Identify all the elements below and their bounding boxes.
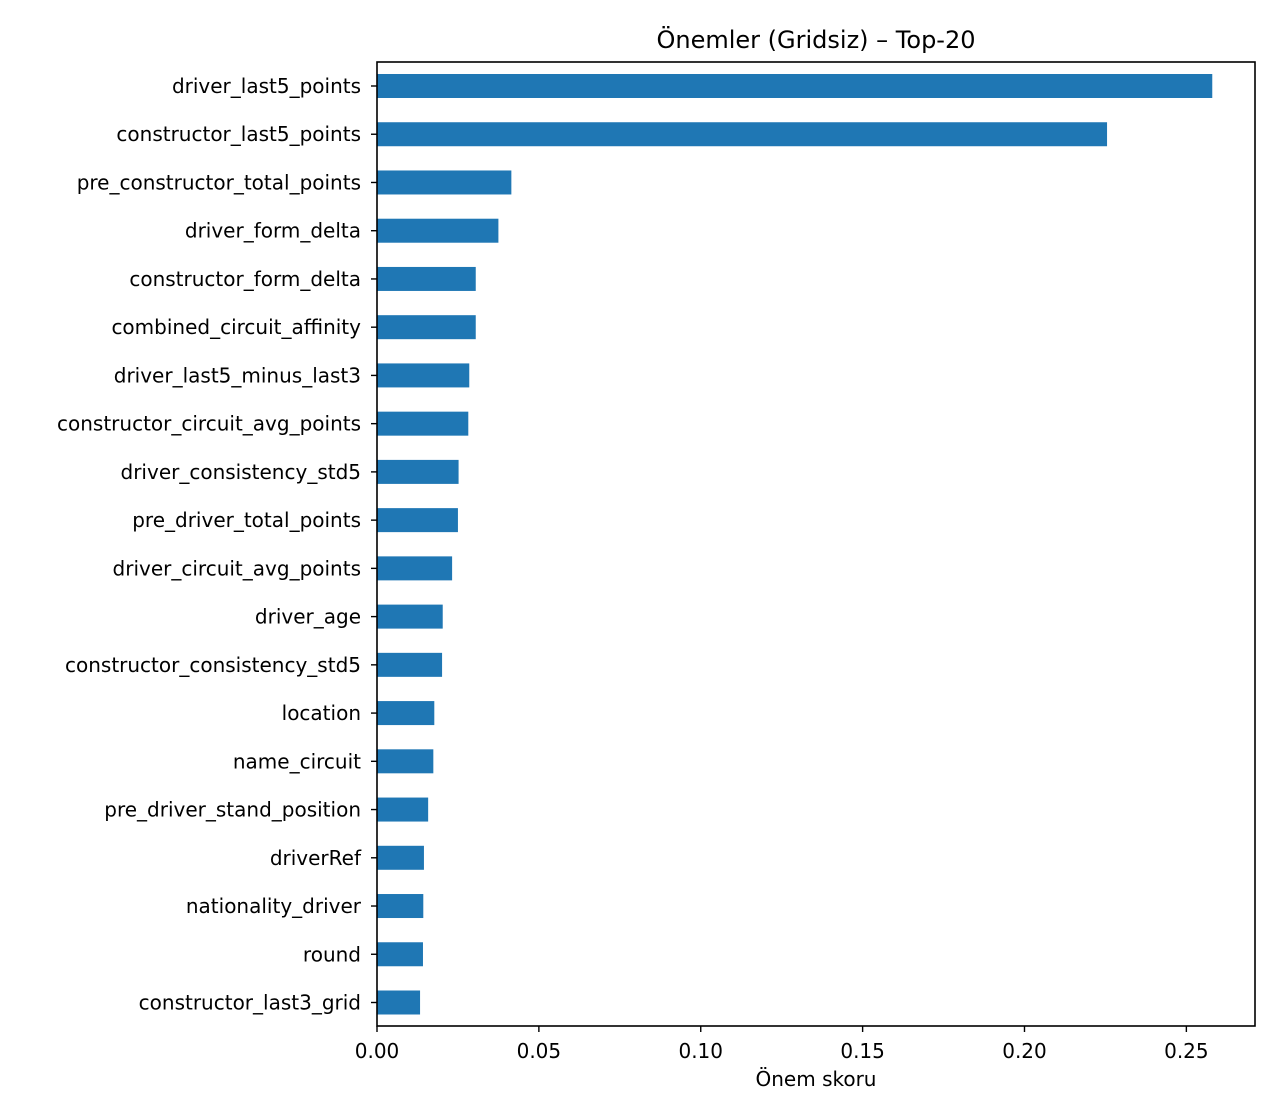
bar-driver_last5_minus_last3 — [377, 363, 470, 388]
category-label: driver_consistency_std5 — [121, 460, 361, 484]
bar-driver_last5_points — [377, 74, 1213, 98]
category-label: constructor_consistency_std5 — [65, 653, 361, 677]
x-tick-label: 0.25 — [1164, 1039, 1209, 1063]
bar-constructor_consistency_std5 — [377, 652, 443, 677]
category-label: location — [282, 701, 361, 725]
bar-name_circuit — [377, 749, 434, 774]
category-label: constructor_circuit_avg_points — [57, 412, 361, 436]
bar-combined_circuit_affinity — [377, 315, 476, 340]
x-axis-label: Önem skoru — [756, 1067, 877, 1091]
category-label: name_circuit — [233, 749, 361, 773]
bar-pre_constructor_total_points — [377, 170, 512, 195]
category-label: driver_circuit_avg_points — [113, 556, 361, 580]
bars-group — [377, 74, 1213, 1015]
category-label: constructor_form_delta — [129, 267, 361, 291]
category-label: pre_constructor_total_points — [77, 170, 361, 194]
category-label: combined_circuit_affinity — [111, 315, 361, 339]
category-label: driver_age — [255, 605, 361, 629]
bar-constructor_circuit_avg_points — [377, 411, 469, 436]
bar-nationality_driver — [377, 894, 424, 919]
category-label: constructor_last5_points — [116, 122, 361, 146]
category-label: driver_last5_points — [172, 74, 361, 98]
category-label: driverRef — [270, 846, 362, 870]
chart-title: Önemler (Gridsiz) – Top-20 — [657, 25, 976, 54]
category-label: round — [303, 942, 361, 966]
x-tick-label: 0.20 — [1002, 1039, 1047, 1063]
x-tick-label: 0.05 — [517, 1039, 562, 1063]
category-label: pre_driver_total_points — [132, 508, 361, 532]
category-label: pre_driver_stand_position — [104, 798, 361, 822]
bar-constructor_last3_grid — [377, 990, 421, 1015]
bar-driver_consistency_std5 — [377, 459, 459, 484]
bar-driver_circuit_avg_points — [377, 556, 453, 581]
bar-location — [377, 701, 435, 726]
x-tick-label: 0.15 — [840, 1039, 885, 1063]
category-label: nationality_driver — [186, 894, 362, 918]
category-label: constructor_last3_grid — [139, 991, 361, 1015]
bar-constructor_form_delta — [377, 266, 476, 291]
x-tick-label: 0.10 — [678, 1039, 723, 1063]
category-label: driver_last5_minus_last3 — [114, 363, 361, 387]
bar-pre_driver_total_points — [377, 508, 458, 533]
bar-round — [377, 942, 423, 967]
category-labels-group: driver_last5_points constructor_last5_poi… — [57, 74, 377, 1015]
plot-frame — [376, 61, 1256, 1027]
bar-driver_form_delta — [377, 218, 499, 243]
x-tick-label: 0.00 — [355, 1039, 400, 1063]
category-label: driver_form_delta — [185, 219, 361, 243]
bar-driverRef — [377, 845, 424, 870]
bar-driver_age — [377, 604, 443, 629]
x-ticks-group: 0.00 0.05 0.10 0.15 0.20 0.25 — [355, 1026, 1209, 1063]
bar-constructor_last5_points — [377, 122, 1108, 147]
bar-pre_driver_stand_position — [377, 797, 429, 822]
